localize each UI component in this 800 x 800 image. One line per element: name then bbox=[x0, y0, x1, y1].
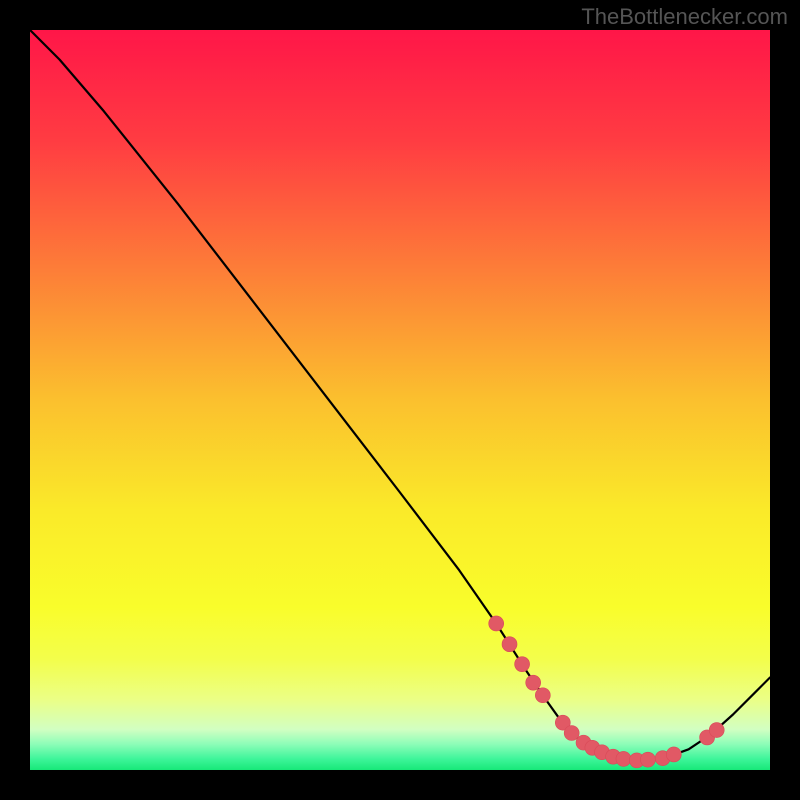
watermark-text: TheBottlenecker.com bbox=[581, 4, 788, 30]
chart-plot-area bbox=[30, 30, 770, 770]
scatter-point bbox=[640, 752, 655, 767]
scatter-point bbox=[515, 657, 530, 672]
chart-overlay bbox=[30, 30, 770, 770]
scatter-point bbox=[526, 675, 541, 690]
scatter-point bbox=[666, 747, 681, 762]
scatter-point bbox=[502, 637, 517, 652]
scatter-point bbox=[489, 616, 504, 631]
scatter-point bbox=[616, 751, 631, 766]
bottleneck-curve bbox=[30, 30, 770, 760]
scatter-point bbox=[535, 688, 550, 703]
scatter-point bbox=[564, 726, 579, 741]
scatter-points bbox=[489, 616, 725, 768]
scatter-point bbox=[709, 723, 724, 738]
